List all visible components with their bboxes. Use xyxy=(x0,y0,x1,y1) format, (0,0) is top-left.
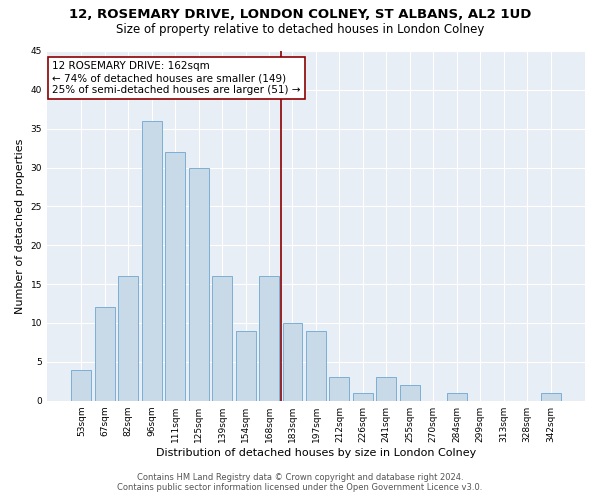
Bar xyxy=(400,385,420,400)
Bar xyxy=(541,393,560,400)
Text: Contains HM Land Registry data © Crown copyright and database right 2024.
Contai: Contains HM Land Registry data © Crown c… xyxy=(118,473,482,492)
Bar xyxy=(142,121,162,400)
Text: 12, ROSEMARY DRIVE, LONDON COLNEY, ST ALBANS, AL2 1UD: 12, ROSEMARY DRIVE, LONDON COLNEY, ST AL… xyxy=(69,8,531,20)
Bar xyxy=(447,393,467,400)
Text: Size of property relative to detached houses in London Colney: Size of property relative to detached ho… xyxy=(116,22,484,36)
X-axis label: Distribution of detached houses by size in London Colney: Distribution of detached houses by size … xyxy=(156,448,476,458)
Bar xyxy=(259,276,279,400)
Bar xyxy=(353,393,373,400)
Bar xyxy=(329,378,349,400)
Bar xyxy=(95,308,115,400)
Bar xyxy=(212,276,232,400)
Text: 12 ROSEMARY DRIVE: 162sqm
← 74% of detached houses are smaller (149)
25% of semi: 12 ROSEMARY DRIVE: 162sqm ← 74% of detac… xyxy=(52,62,301,94)
Bar xyxy=(306,331,326,400)
Y-axis label: Number of detached properties: Number of detached properties xyxy=(15,138,25,314)
Bar xyxy=(236,331,256,400)
Bar xyxy=(165,152,185,400)
Bar xyxy=(71,370,91,400)
Bar xyxy=(283,323,302,400)
Bar xyxy=(376,378,397,400)
Bar xyxy=(188,168,209,400)
Bar xyxy=(118,276,138,400)
